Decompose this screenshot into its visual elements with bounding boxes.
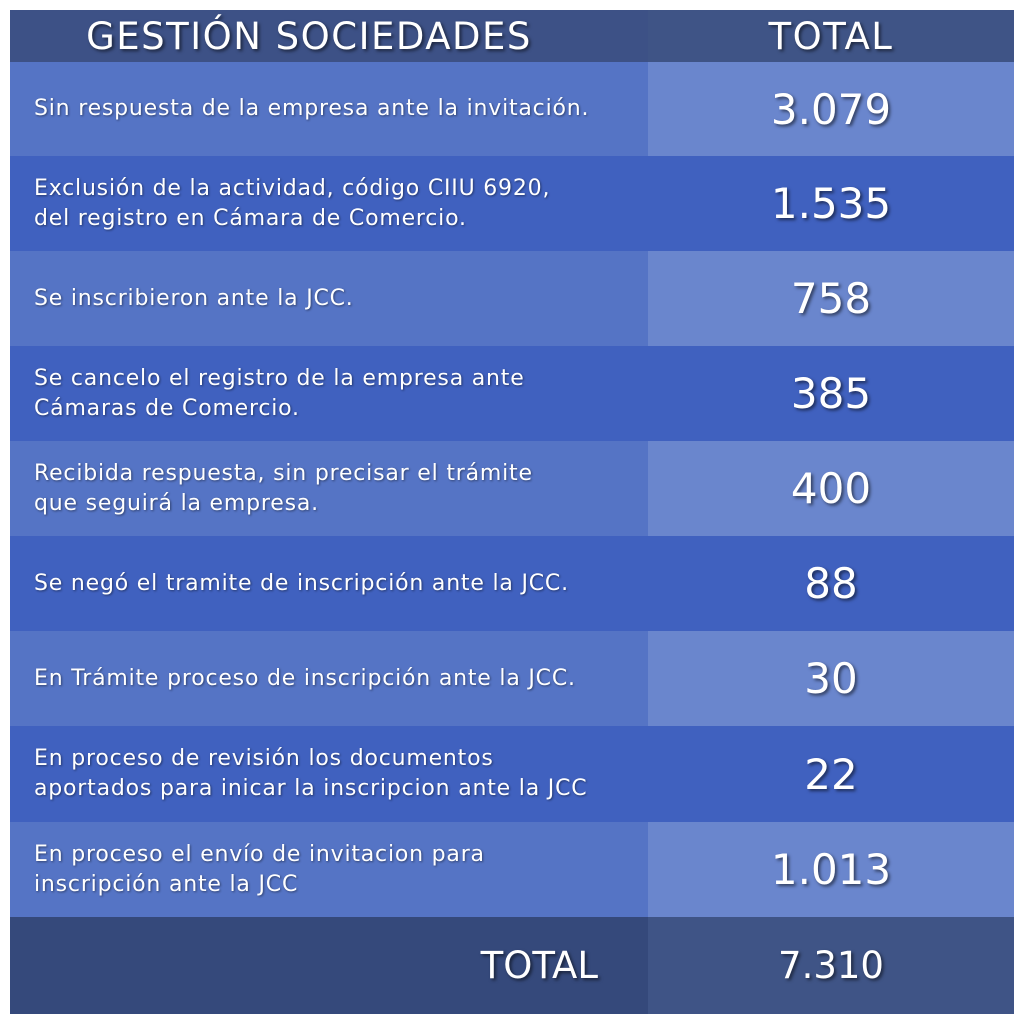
row-label-cell: En Trámite proceso de inscripción ante l… bbox=[10, 631, 648, 726]
total-value: 7.310 bbox=[778, 944, 884, 987]
total-label-cell: TOTAL bbox=[10, 917, 648, 1014]
row-value-cell: 400 bbox=[648, 441, 1014, 536]
row-label-cell: En proceso el envío de invitacion para i… bbox=[10, 822, 648, 917]
row-value-cell: 30 bbox=[648, 631, 1014, 726]
row-label-cell: Se cancelo el registro de la empresa ant… bbox=[10, 346, 648, 441]
row-label: Se cancelo el registro de la empresa ant… bbox=[34, 365, 525, 421]
row-value: 758 bbox=[790, 274, 872, 323]
sociedades-table: GESTIÓN SOCIEDADES TOTAL Sin respuesta d… bbox=[10, 10, 1014, 1014]
table-row: Sin respuesta de la empresa ante la invi… bbox=[10, 62, 1014, 156]
table-row: Se cancelo el registro de la empresa ant… bbox=[10, 346, 1014, 441]
table-row: Exclusión de la actividad, código CIIU 6… bbox=[10, 156, 1014, 251]
table-header: GESTIÓN SOCIEDADES TOTAL bbox=[10, 10, 1014, 62]
row-value-cell: 1.535 bbox=[648, 156, 1014, 251]
row-label-cell: Se negó el tramite de inscripción ante l… bbox=[10, 536, 648, 631]
row-value-cell: 22 bbox=[648, 726, 1014, 822]
total-label: TOTAL bbox=[480, 944, 598, 987]
row-value: 1.535 bbox=[770, 179, 892, 228]
row-value: 88 bbox=[804, 559, 858, 608]
row-label-cell: Sin respuesta de la empresa ante la invi… bbox=[10, 62, 648, 156]
row-label: Se inscribieron ante la JCC. bbox=[34, 285, 354, 311]
row-label: Recibida respuesta, sin precisar el trám… bbox=[34, 460, 533, 516]
row-value-cell: 1.013 bbox=[648, 822, 1014, 917]
row-label: En proceso el envío de invitacion para i… bbox=[34, 841, 485, 897]
row-value-cell: 88 bbox=[648, 536, 1014, 631]
table-row: En Trámite proceso de inscripción ante l… bbox=[10, 631, 1014, 726]
table-row: Se negó el tramite de inscripción ante l… bbox=[10, 536, 1014, 631]
total-value-cell: 7.310 bbox=[648, 917, 1014, 1014]
row-label-cell: En proceso de revisión los documentos ap… bbox=[10, 726, 648, 822]
row-value: 3.079 bbox=[770, 84, 892, 134]
row-label-cell: Se inscribieron ante la JCC. bbox=[10, 251, 648, 346]
header-cell-left: GESTIÓN SOCIEDADES bbox=[10, 10, 648, 62]
header-total-label: TOTAL bbox=[768, 14, 894, 58]
row-label: En Trámite proceso de inscripción ante l… bbox=[34, 665, 576, 691]
row-value-cell: 385 bbox=[648, 346, 1014, 441]
row-label-cell: Recibida respuesta, sin precisar el trám… bbox=[10, 441, 648, 536]
row-value: 30 bbox=[804, 654, 858, 703]
row-label: Se negó el tramite de inscripción ante l… bbox=[34, 570, 569, 596]
header-title: GESTIÓN SOCIEDADES bbox=[86, 14, 532, 58]
row-value: 1.013 bbox=[770, 845, 892, 894]
header-cell-right: TOTAL bbox=[648, 10, 1014, 62]
row-value-cell: 758 bbox=[648, 251, 1014, 346]
table-row: Recibida respuesta, sin precisar el trám… bbox=[10, 441, 1014, 536]
row-label-cell: Exclusión de la actividad, código CIIU 6… bbox=[10, 156, 648, 251]
row-value-cell: 3.079 bbox=[648, 62, 1014, 156]
row-value: 385 bbox=[790, 369, 872, 418]
table-row: En proceso de revisión los documentos ap… bbox=[10, 726, 1014, 822]
row-label: Exclusión de la actividad, código CIIU 6… bbox=[34, 175, 551, 231]
total-row: TOTAL 7.310 bbox=[10, 917, 1014, 1014]
table-row: Se inscribieron ante la JCC. 758 bbox=[10, 251, 1014, 346]
row-value: 400 bbox=[790, 464, 872, 513]
row-label: Sin respuesta de la empresa ante la invi… bbox=[34, 96, 590, 121]
row-value: 22 bbox=[804, 749, 858, 799]
table-row: En proceso el envío de invitacion para i… bbox=[10, 822, 1014, 917]
row-label: En proceso de revisión los documentos ap… bbox=[34, 746, 588, 801]
